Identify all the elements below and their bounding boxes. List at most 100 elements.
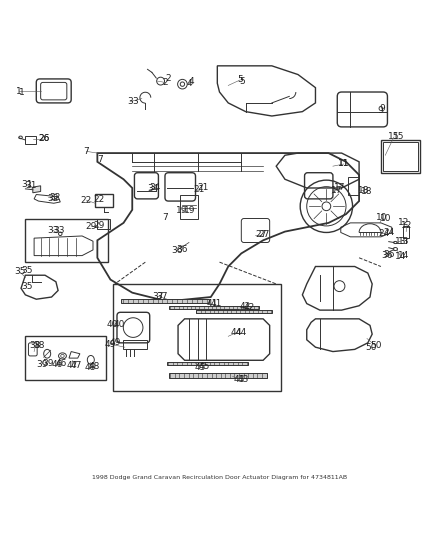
Text: 47: 47 <box>70 361 81 369</box>
Text: 27: 27 <box>258 230 269 239</box>
Text: 50: 50 <box>369 342 381 350</box>
Text: 15: 15 <box>392 132 404 141</box>
Text: 42: 42 <box>243 303 254 312</box>
Text: 38: 38 <box>33 342 44 350</box>
Text: 35: 35 <box>14 267 25 276</box>
Polygon shape <box>169 306 258 309</box>
Bar <box>113 284 280 391</box>
Text: 7: 7 <box>162 213 167 222</box>
Text: 49: 49 <box>105 340 116 349</box>
Text: 7: 7 <box>83 147 89 156</box>
Text: 36: 36 <box>171 246 182 255</box>
Text: 39: 39 <box>36 360 48 369</box>
Bar <box>25 219 108 262</box>
Text: 33: 33 <box>53 226 65 235</box>
Text: 46: 46 <box>56 359 67 368</box>
Bar <box>347 177 358 195</box>
Text: 31: 31 <box>21 180 32 189</box>
Text: 38: 38 <box>30 342 41 350</box>
Text: 7: 7 <box>97 155 103 164</box>
Text: 44: 44 <box>235 328 246 337</box>
Text: 35: 35 <box>21 281 32 290</box>
Text: 11: 11 <box>337 159 349 168</box>
Text: 32: 32 <box>49 193 60 202</box>
Bar <box>25 135 36 144</box>
Text: 47: 47 <box>67 361 78 370</box>
Text: 1: 1 <box>19 87 25 96</box>
Bar <box>122 340 146 350</box>
Text: 41: 41 <box>206 299 217 308</box>
Text: 24: 24 <box>382 228 393 237</box>
Text: 26: 26 <box>39 134 49 143</box>
Text: 2: 2 <box>165 75 170 84</box>
Text: 36: 36 <box>381 251 392 260</box>
Text: 24: 24 <box>378 229 389 238</box>
Text: 27: 27 <box>254 230 266 239</box>
Text: 43: 43 <box>237 375 249 384</box>
Text: 29: 29 <box>85 222 96 231</box>
Text: 12: 12 <box>397 219 409 228</box>
Polygon shape <box>33 186 41 193</box>
Text: 17: 17 <box>333 183 345 192</box>
Text: 14: 14 <box>394 252 405 261</box>
Text: 48: 48 <box>84 363 95 372</box>
Text: 34: 34 <box>149 183 161 192</box>
Text: 40: 40 <box>114 320 125 328</box>
Text: 3: 3 <box>132 97 138 106</box>
Text: 19: 19 <box>184 206 195 215</box>
Bar <box>380 140 419 173</box>
Text: 48: 48 <box>88 362 100 372</box>
Text: 45: 45 <box>198 362 209 372</box>
Text: 4: 4 <box>188 77 194 86</box>
Text: 19: 19 <box>175 206 187 215</box>
Text: 15: 15 <box>387 132 399 141</box>
Text: 37: 37 <box>152 292 163 301</box>
Bar <box>382 142 417 171</box>
Text: 21: 21 <box>193 185 204 194</box>
Text: 31: 31 <box>25 181 37 190</box>
Text: 3: 3 <box>127 97 133 106</box>
Text: 46: 46 <box>51 360 62 369</box>
Text: 2: 2 <box>162 78 167 87</box>
Text: 29: 29 <box>93 221 104 230</box>
Text: 13: 13 <box>396 237 408 246</box>
Text: 22: 22 <box>93 195 104 204</box>
Text: 18: 18 <box>357 185 368 195</box>
Text: 9: 9 <box>377 106 382 115</box>
Text: 11: 11 <box>337 159 349 168</box>
Text: 32: 32 <box>47 193 58 203</box>
Text: 22: 22 <box>81 196 92 205</box>
Text: 4: 4 <box>187 79 192 88</box>
Text: 39: 39 <box>42 359 53 368</box>
Text: 33: 33 <box>47 226 59 235</box>
Text: 12: 12 <box>400 221 412 230</box>
Text: 18: 18 <box>360 187 372 196</box>
Text: 35: 35 <box>21 266 32 276</box>
Text: 5: 5 <box>237 75 243 84</box>
Bar <box>180 195 197 219</box>
Text: 10: 10 <box>375 213 387 222</box>
Text: 5: 5 <box>239 77 244 86</box>
Polygon shape <box>167 361 247 365</box>
Text: 49: 49 <box>110 338 121 348</box>
Text: 37: 37 <box>156 292 167 301</box>
Text: 10: 10 <box>379 214 391 223</box>
Bar <box>95 193 113 207</box>
Bar <box>97 219 110 229</box>
Text: 14: 14 <box>396 251 408 260</box>
Text: 34: 34 <box>147 184 159 193</box>
Polygon shape <box>195 310 271 313</box>
Text: 45: 45 <box>194 363 206 372</box>
Text: 13: 13 <box>394 237 405 246</box>
Polygon shape <box>169 374 267 378</box>
Text: 44: 44 <box>230 328 241 337</box>
Text: 21: 21 <box>197 183 208 192</box>
Text: 41: 41 <box>210 298 222 308</box>
Bar <box>402 226 408 238</box>
Text: 36: 36 <box>382 250 394 259</box>
Text: 36: 36 <box>176 245 187 254</box>
Text: 42: 42 <box>239 302 250 311</box>
Text: 9: 9 <box>378 104 384 113</box>
Text: 26: 26 <box>39 134 50 143</box>
Text: 43: 43 <box>233 375 244 384</box>
